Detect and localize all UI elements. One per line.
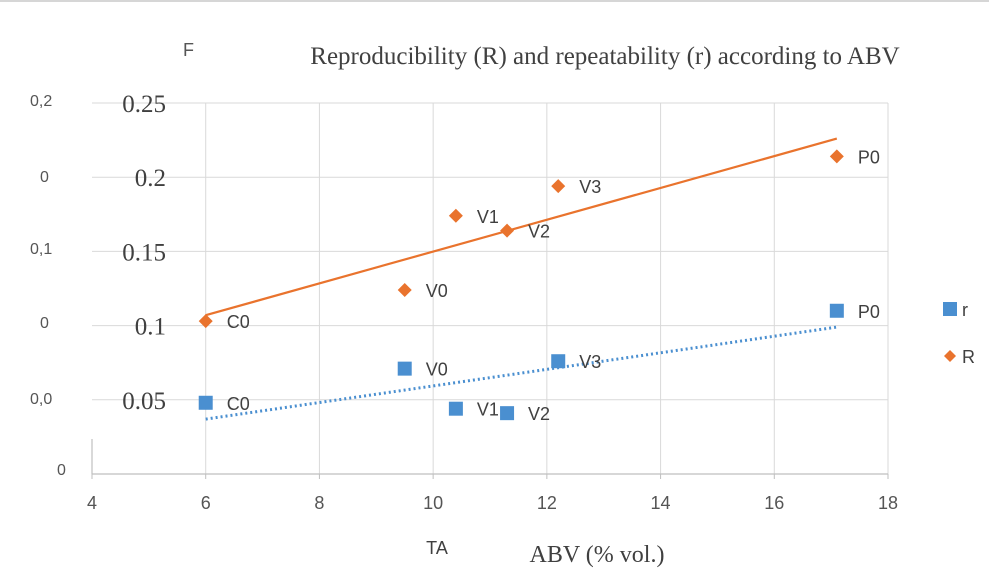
y-tick-label: 0.05: [122, 388, 166, 415]
trendline-r: [205, 325, 838, 421]
ghost-left-tick: 0,1: [30, 241, 52, 258]
x-tick-label: 16: [764, 493, 784, 513]
point-R-V1: [448, 208, 463, 223]
point-label: V1: [477, 400, 499, 420]
x-axis-title: ABV (% vol.): [530, 542, 665, 568]
point-r-V1: [448, 401, 463, 416]
x-tick-label: 10: [423, 493, 443, 513]
ghost-left-tick: 0: [40, 315, 49, 332]
point-label: V0: [426, 360, 448, 380]
y-tick-label: 0.2: [135, 165, 166, 192]
x-tick-label: 14: [651, 493, 671, 513]
point-label: V2: [528, 404, 550, 424]
point-label: V2: [528, 222, 550, 242]
point-r-V0: [397, 361, 412, 376]
point-R-P0: [829, 149, 844, 164]
ghost-left-tick: 0: [57, 462, 66, 479]
point-label: V0: [426, 281, 448, 301]
point-label: C0: [227, 312, 250, 332]
ghost-x-label: TA: [426, 538, 448, 558]
point-label: V3: [579, 352, 601, 372]
ghost-top-letter: F: [183, 40, 194, 60]
x-tick-label: 6: [201, 493, 211, 513]
x-tick-label: 4: [87, 493, 97, 513]
x-tick-label: 12: [537, 493, 557, 513]
ghost-left-tick: 0,2: [30, 93, 52, 110]
chart-title: Reproducibility (R) and repeatability (r…: [310, 43, 899, 70]
point-r-V2: [500, 406, 515, 421]
legend-marker-r: [943, 302, 957, 316]
point-label: C0: [227, 394, 250, 414]
point-R-V0: [397, 282, 412, 297]
legend-marker-R: [944, 350, 956, 362]
trendline-R: [205, 137, 838, 317]
point-label: P0: [858, 302, 880, 322]
x-tick-label: 18: [878, 493, 898, 513]
legend-label: R: [962, 347, 975, 367]
point-r-C0: [198, 395, 213, 410]
x-tick-label: 8: [314, 493, 324, 513]
y-tick-label: 0.25: [122, 91, 166, 118]
point-R-C0: [198, 314, 213, 329]
point-label: V3: [579, 177, 601, 197]
y-tick-label: 0.1: [135, 314, 166, 341]
point-label: P0: [858, 147, 880, 167]
point-R-V2: [500, 223, 515, 238]
legend-label: r: [962, 300, 968, 320]
point-r-V3: [551, 354, 566, 369]
ghost-left-tick: 0: [40, 169, 49, 186]
ghost-left-tick: 0,0: [30, 391, 52, 408]
point-R-V3: [551, 179, 566, 194]
point-r-P0: [829, 303, 844, 318]
point-label: V1: [477, 207, 499, 227]
y-tick-label: 0.15: [122, 239, 166, 266]
